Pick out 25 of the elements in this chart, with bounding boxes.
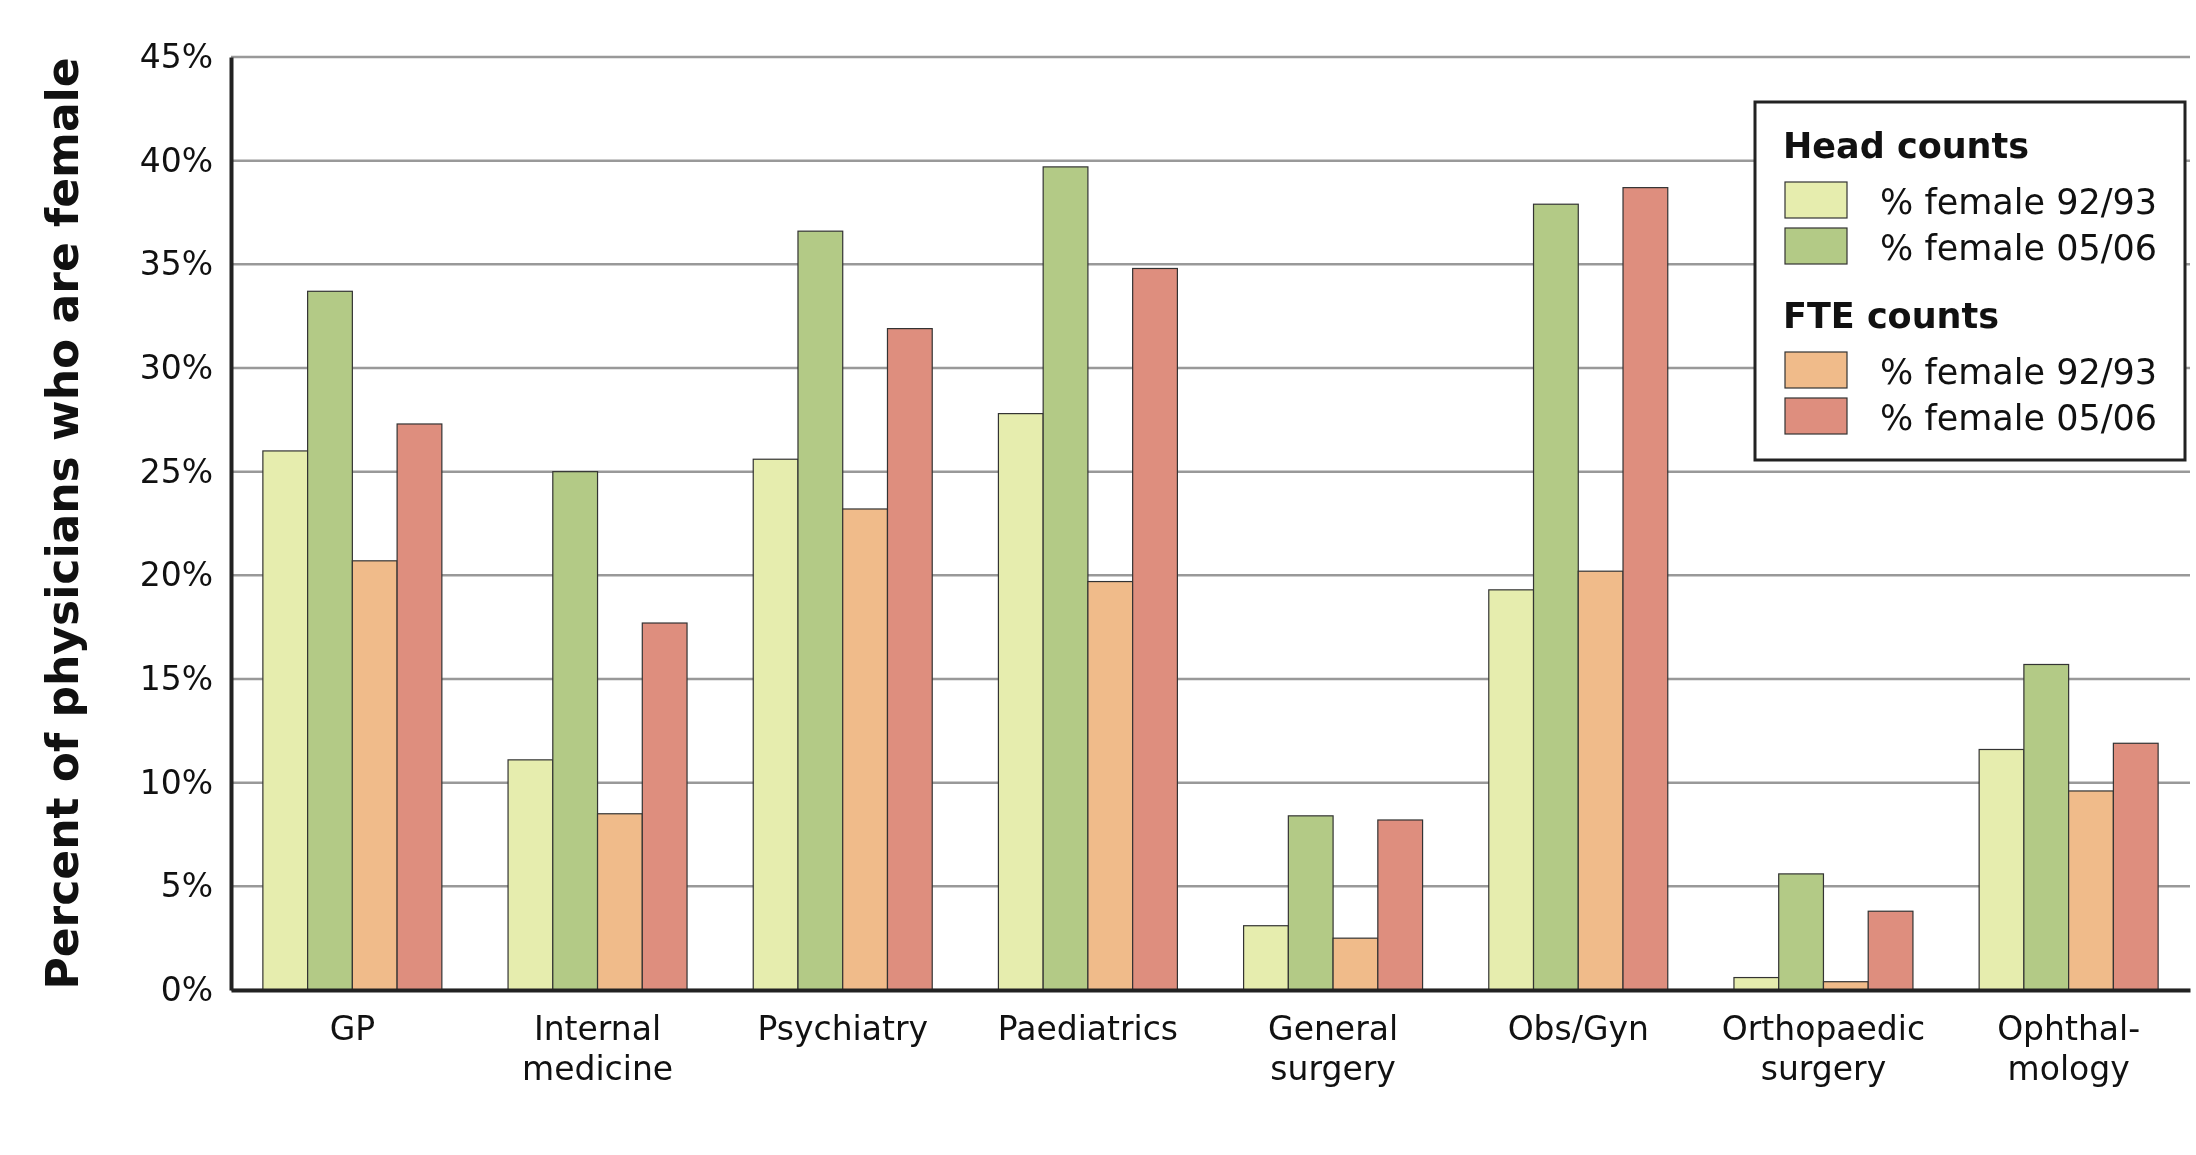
y-tick-label: 45%: [139, 37, 213, 77]
x-tick-label: Obs/Gyn: [1507, 1009, 1649, 1048]
y-axis-title: Percent of physicians who are female: [37, 57, 88, 990]
legend-label: % female 05/06: [1880, 398, 2158, 438]
y-tick-label: 10%: [139, 762, 213, 802]
y-tick-label: 25%: [139, 451, 213, 491]
y-tick-label: 20%: [139, 555, 213, 595]
legend-label: % female 05/06: [1880, 228, 2158, 268]
y-tick-label: 5%: [160, 866, 213, 906]
y-tick-label: 30%: [139, 348, 213, 388]
y-tick-label: 40%: [139, 140, 213, 180]
x-tick-label: Orthopaedic surgery: [1721, 1009, 1926, 1088]
annotation: Head counts: [1783, 126, 2030, 166]
x-tick-label: GP: [329, 1009, 376, 1048]
legend-label: % female 92/93: [1880, 182, 2158, 222]
x-tick-label: Psychiatry: [757, 1009, 928, 1048]
x-tick-label: Ophthal-mology: [1997, 1009, 2141, 1088]
y-tick-label: 15%: [139, 659, 213, 699]
x-tick-label: Paediatrics: [997, 1009, 1179, 1048]
legend-label: % female 92/93: [1880, 352, 2158, 392]
x-tick-label: Internal medicine: [521, 1009, 674, 1088]
annotation: FTE counts: [1783, 296, 2000, 336]
x-tick-label: General surgery: [1268, 1009, 1399, 1088]
y-tick-label: 35%: [139, 244, 213, 284]
y-tick-label: 0%: [160, 970, 213, 1010]
